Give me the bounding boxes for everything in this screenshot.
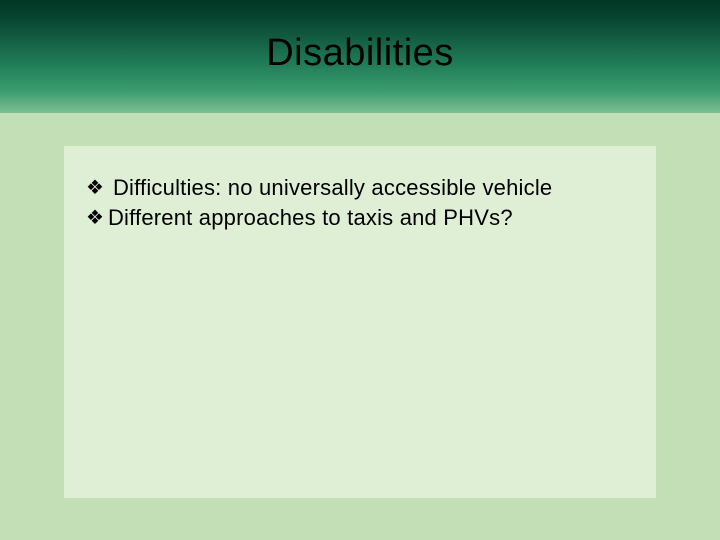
- bullet-item: ❖ Difficulties: no universally accessibl…: [86, 174, 634, 202]
- bullet-text: Difficulties: no universally accessible …: [113, 174, 552, 202]
- diamond-bullet-icon: ❖: [86, 174, 104, 202]
- diamond-bullet-icon: ❖: [86, 204, 104, 232]
- slide-header: Disabilities: [0, 0, 720, 113]
- bullet-item: ❖ Different approaches to taxis and PHVs…: [86, 204, 634, 232]
- bullet-text: Different approaches to taxis and PHVs?: [108, 204, 513, 232]
- slide-title: Disabilities: [266, 32, 454, 75]
- content-panel: ❖ Difficulties: no universally accessibl…: [64, 146, 656, 498]
